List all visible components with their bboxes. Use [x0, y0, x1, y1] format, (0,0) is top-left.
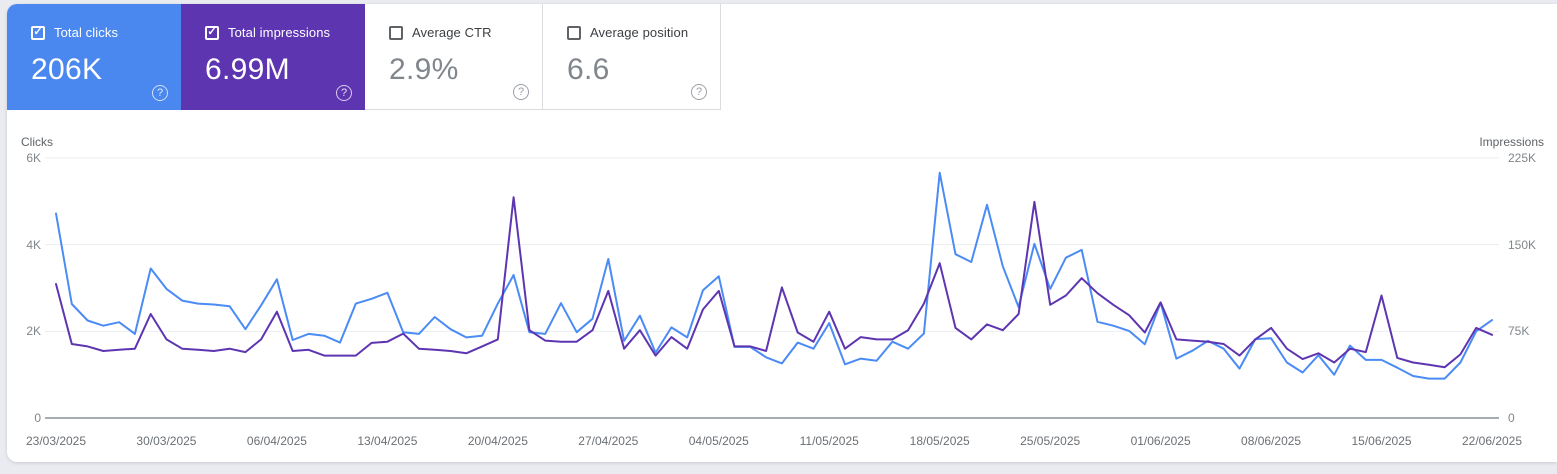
- help-icon[interactable]: ?: [691, 84, 707, 100]
- left-axis-tick: 6K: [26, 151, 41, 165]
- help-icon[interactable]: ?: [152, 85, 168, 101]
- search-performance-panel: ✓ Total clicks 206K ? ✓ Total impression…: [7, 4, 1557, 462]
- total-impressions-checkbox[interactable]: ✓: [205, 25, 219, 40]
- metric-card-average-position[interactable]: Average position 6.6 ?: [543, 4, 721, 110]
- metric-card-header: ✓ Total impressions: [205, 25, 365, 40]
- average-ctr-checkbox[interactable]: [389, 25, 403, 40]
- x-axis-date-label: 04/05/2025: [688, 434, 749, 448]
- x-axis-date-label: 13/04/2025: [357, 434, 418, 448]
- average-position-label: Average position: [590, 25, 689, 40]
- help-icon[interactable]: ?: [513, 84, 529, 100]
- x-axis-date-label: 27/04/2025: [578, 434, 639, 448]
- x-axis-date-label: 06/04/2025: [246, 434, 307, 448]
- x-axis-date-label: 01/06/2025: [1130, 434, 1191, 448]
- help-icon[interactable]: ?: [336, 85, 352, 101]
- x-axis-date-label: 23/03/2025: [25, 434, 87, 448]
- x-axis-date-label: 20/04/2025: [467, 434, 528, 448]
- x-axis-date-label: 11/05/2025: [799, 434, 859, 448]
- total-clicks-value: 206K: [31, 53, 103, 86]
- x-axis-date-label: 18/05/2025: [909, 434, 970, 448]
- metric-card-header: Average CTR: [389, 25, 542, 40]
- performance-line-chart[interactable]: [7, 4, 1557, 462]
- right-axis-title: Impressions: [1479, 135, 1544, 149]
- metric-card-header: Average position: [567, 25, 720, 40]
- metric-card-header: ✓ Total clicks: [31, 25, 181, 40]
- right-axis-tick: 150K: [1508, 237, 1537, 252]
- left-axis-tick: 4K: [26, 237, 41, 252]
- left-axis-tick: 0: [34, 411, 41, 425]
- series-line-clicks: [55, 171, 1493, 380]
- total-clicks-checkbox[interactable]: ✓: [31, 25, 45, 40]
- left-axis-tick: 2K: [26, 324, 41, 339]
- x-axis-date-label: 30/03/2025: [136, 434, 197, 448]
- x-axis-date-label: 25/05/2025: [1020, 434, 1081, 448]
- left-axis-title: Clicks: [21, 135, 53, 149]
- average-position-value: 6.6: [567, 53, 610, 86]
- right-axis-tick: 75K: [1508, 324, 1530, 339]
- average-ctr-label: Average CTR: [412, 25, 492, 40]
- total-impressions-label: Total impressions: [228, 25, 331, 40]
- x-axis-date-label: 22/06/2025: [1461, 434, 1523, 448]
- series-line-impressions: [55, 196, 1493, 369]
- right-axis-tick: 225K: [1508, 151, 1537, 165]
- x-axis-date-label: 08/06/2025: [1241, 434, 1302, 448]
- metric-card-average-ctr[interactable]: Average CTR 2.9% ?: [365, 4, 543, 110]
- metric-card-total-clicks[interactable]: ✓ Total clicks 206K ?: [7, 4, 181, 110]
- metric-cards-row: ✓ Total clicks 206K ? ✓ Total impression…: [7, 4, 721, 110]
- metric-card-total-impressions[interactable]: ✓ Total impressions 6.99M ?: [181, 4, 365, 110]
- right-axis-tick: 0: [1508, 411, 1515, 425]
- x-axis-date-label: 15/06/2025: [1351, 434, 1412, 448]
- average-position-checkbox[interactable]: [567, 25, 581, 40]
- average-ctr-value: 2.9%: [389, 53, 459, 86]
- total-clicks-label: Total clicks: [54, 25, 119, 40]
- total-impressions-value: 6.99M: [205, 53, 290, 86]
